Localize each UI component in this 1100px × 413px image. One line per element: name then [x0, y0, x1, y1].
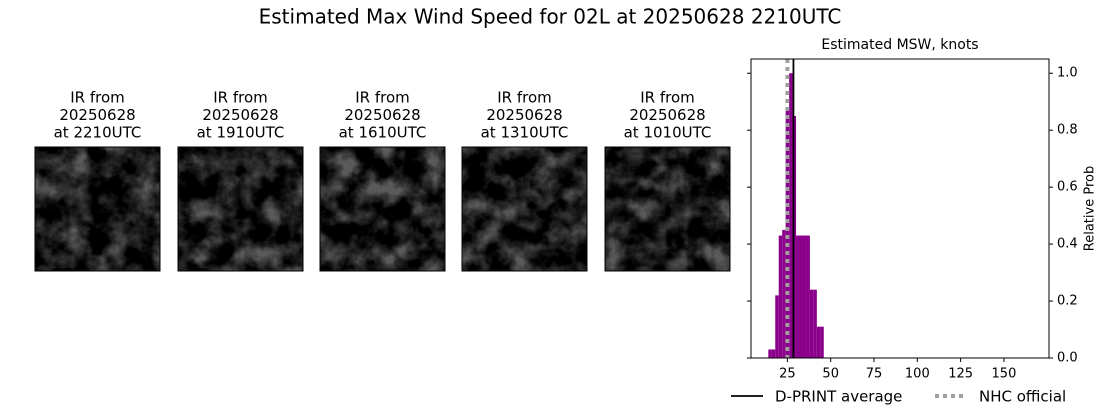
panel-title: IR from: [497, 89, 552, 107]
panel-title: at 1010UTC: [624, 124, 712, 142]
ir-image-frame: [319, 146, 446, 272]
hist-bar: [768, 349, 772, 358]
hist-bar: [813, 289, 817, 358]
panel-title: IR from: [355, 89, 410, 107]
hist-bar: [820, 326, 824, 358]
x-tick-label: 100: [905, 367, 930, 382]
legend-label: NHC official: [979, 388, 1066, 406]
ir-image-frame: [604, 146, 731, 272]
x-tick-label: 150: [992, 367, 1017, 382]
panel-title: IR from: [213, 89, 268, 107]
panel-title: at 1310UTC: [481, 124, 569, 142]
ir-image-clouds: [320, 147, 445, 271]
x-tick-label: 25: [779, 367, 796, 382]
hist-bar: [806, 235, 810, 358]
y-tick-label: 0.8: [1057, 123, 1078, 138]
panel-title: at 1910UTC: [197, 124, 285, 142]
hist-bar: [796, 235, 800, 358]
x-tick-label: 125: [948, 367, 973, 382]
ir-image-clouds: [605, 147, 730, 271]
y-axis-label: Relative Prob: [1083, 166, 1098, 251]
panel-title: 20250628: [629, 106, 705, 124]
hist-bar: [771, 349, 776, 358]
panel-title: 20250628: [344, 106, 420, 124]
hist-bar: [778, 235, 783, 358]
panel-title: at 2210UTC: [54, 124, 142, 142]
panel-title: at 1610UTC: [339, 124, 427, 142]
panel-title: IR from: [640, 89, 695, 107]
y-tick-label: 0.4: [1057, 237, 1078, 252]
x-tick-label: 50: [822, 367, 839, 382]
hist-bar: [816, 326, 821, 358]
figure-title: Estimated Max Wind Speed for 02L at 2025…: [259, 5, 842, 29]
hist-bar: [782, 229, 786, 358]
y-tick-label: 1.0: [1057, 66, 1078, 81]
y-tick-label: 0.0: [1057, 351, 1078, 366]
hist-bar: [785, 107, 790, 359]
ir-image-frame: [461, 146, 588, 272]
hist-bar: [789, 73, 793, 358]
hist-bar: [802, 235, 807, 358]
plot-frame: [750, 58, 1050, 359]
hist-bar: [799, 235, 803, 358]
chart-title: Estimated MSW, knots: [821, 37, 978, 53]
ir-image-frame: [177, 146, 304, 272]
legend-label: D-PRINT average: [775, 388, 902, 406]
x-tick-label: 75: [866, 367, 883, 382]
y-tick-label: 0.6: [1057, 180, 1078, 195]
panel-title: 20250628: [202, 106, 278, 124]
hist-bar: [775, 295, 779, 358]
panel-title: IR from: [70, 89, 125, 107]
histogram: Estimated MSW, knots Relative Prob D-PRINT…: [731, 37, 1098, 406]
ir-image-clouds: [35, 147, 160, 271]
ir-image-clouds: [462, 147, 587, 271]
panel-title: 20250628: [486, 106, 562, 124]
panel-title: 20250628: [59, 106, 135, 124]
ir-image-frame: [34, 146, 161, 272]
ir-image-clouds: [178, 147, 303, 271]
hist-bar: [809, 289, 814, 358]
y-tick-label: 0.2: [1057, 294, 1078, 309]
